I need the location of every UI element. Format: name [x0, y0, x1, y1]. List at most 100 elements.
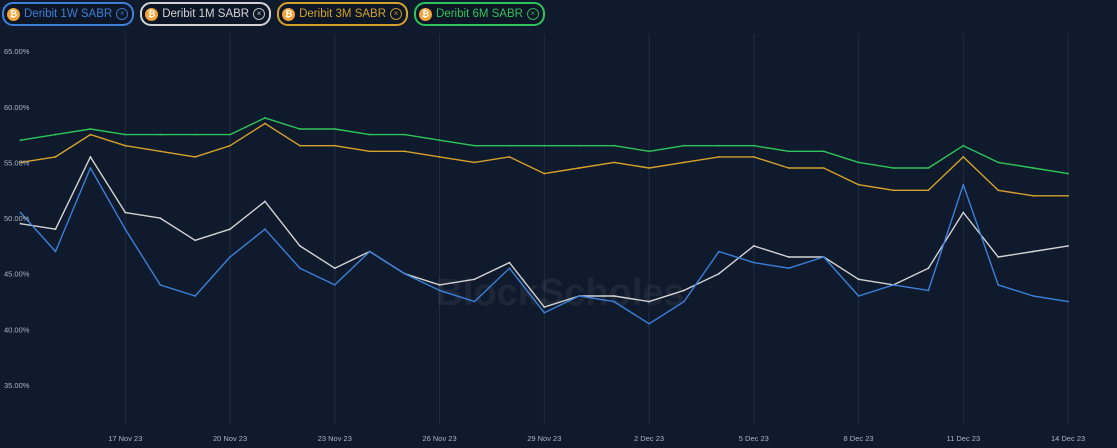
series-2-point — [299, 245, 301, 247]
series-1-point — [124, 228, 127, 231]
series-1-point — [194, 295, 197, 297]
series-4-point — [89, 128, 92, 130]
series-3-point — [229, 144, 231, 147]
series-2-point — [124, 211, 127, 214]
close-icon[interactable]: × — [116, 8, 129, 20]
series-1-point — [333, 284, 336, 286]
series-4-point — [403, 133, 406, 136]
series-3-point — [892, 189, 895, 192]
series-1-point — [19, 211, 22, 214]
series-4-point — [299, 128, 301, 130]
series-1-point — [438, 289, 441, 292]
x-tick-label: 11 Dec 23 — [947, 434, 981, 443]
series-1-point — [229, 256, 231, 258]
series-3-point — [333, 144, 336, 147]
legend-item-1[interactable]: ₿ Deribit 1W SABR × — [2, 2, 135, 26]
series-4-point — [578, 144, 581, 147]
series-1-point — [578, 295, 581, 297]
series-2-point — [159, 217, 162, 220]
x-tick-label: 26 Nov 23 — [422, 434, 456, 443]
legend: ₿ Deribit 1W SABR × ₿ Deribit 1M SABR × ₿ Derib… — [2, 2, 545, 26]
series-1-point — [1067, 300, 1069, 303]
series-2-point — [1067, 245, 1069, 247]
series-lines — [19, 117, 1069, 325]
series-1-point — [403, 272, 406, 275]
bitcoin-icon: ₿ — [7, 7, 20, 21]
series-3-point — [997, 189, 1000, 192]
bitcoin-icon: ₿ — [419, 7, 433, 21]
series-1-point — [543, 311, 546, 314]
series-2-point — [648, 300, 650, 303]
series-4-point — [752, 144, 755, 147]
series-3-point — [752, 156, 755, 158]
series-3-point — [543, 172, 546, 175]
series-1-point — [892, 284, 895, 286]
series-2-point — [752, 245, 755, 247]
series-1-point — [787, 267, 790, 270]
legend-item-4[interactable]: ₿ Deribit 6M SABR × — [414, 2, 545, 26]
series-2-point — [997, 256, 1000, 258]
legend-label: Deribit 1M SABR — [162, 8, 250, 20]
series-4-point — [124, 133, 127, 136]
series-4-point — [54, 133, 57, 136]
series-2-point — [787, 256, 790, 258]
legend-label: Deribit 1W SABR — [24, 8, 113, 20]
series-4-point — [787, 150, 790, 153]
close-icon[interactable]: × — [253, 8, 266, 20]
series-1-point — [752, 261, 755, 264]
legend-item-2[interactable]: ₿ Deribit 1M SABR × — [140, 2, 272, 26]
close-icon[interactable]: × — [526, 8, 539, 20]
y-tick-label: 35.00% — [4, 381, 30, 390]
series-4-point — [159, 133, 162, 136]
series-4-point — [438, 139, 441, 142]
close-icon[interactable]: × — [390, 8, 403, 20]
series-2-point — [683, 289, 685, 292]
series-3-point — [19, 161, 22, 164]
series-3-point — [718, 156, 720, 158]
series-4-point — [857, 161, 860, 164]
series-1-point — [613, 300, 615, 303]
y-tick-label: 50.00% — [4, 214, 30, 223]
series-3-point — [927, 189, 930, 192]
series-3-point — [578, 167, 581, 169]
series-1-point — [299, 267, 301, 270]
series-2-point — [473, 278, 476, 281]
y-tick-label: 65.00% — [4, 47, 30, 56]
x-tick-label: 8 Dec 23 — [844, 434, 874, 443]
series-1-point — [962, 183, 965, 186]
series-4-point — [613, 144, 615, 147]
y-tick-label: 40.00% — [4, 325, 30, 334]
series-4-point — [1032, 167, 1035, 169]
y-tick-label: 45.00% — [4, 270, 30, 279]
series-4-point — [962, 144, 965, 147]
series-3-point — [194, 156, 197, 158]
series-4-point — [229, 133, 231, 136]
bitcoin-icon: ₿ — [145, 7, 159, 21]
series-2-point — [229, 228, 231, 231]
x-tick-label: 14 Dec 23 — [1051, 434, 1085, 443]
series-3-point — [368, 150, 371, 153]
series-1-point — [997, 284, 1000, 286]
x-tick-label: 29 Nov 23 — [527, 434, 561, 443]
legend-item-3[interactable]: ₿ Deribit 3M SABR × — [277, 2, 409, 26]
series-2-point — [543, 306, 546, 308]
series-4-point — [368, 133, 371, 136]
series-2-point — [333, 267, 336, 270]
series-2-point — [438, 284, 441, 286]
series-4-point — [648, 150, 650, 153]
series-1-point — [159, 284, 162, 286]
series-2-point — [89, 156, 92, 158]
series-1-point — [54, 250, 57, 253]
x-tick-labels: 17 Nov 23 20 Nov 23 23 Nov 23 26 Nov 23 29 N… — [108, 434, 1085, 443]
series-3-point — [264, 122, 266, 125]
series-1-point — [264, 228, 266, 231]
series-3-point — [822, 167, 825, 169]
series-3-point — [299, 144, 301, 147]
series-2-point — [19, 222, 22, 225]
series-3-point — [89, 133, 92, 136]
series-3-point — [1032, 194, 1035, 197]
series-4-point — [264, 117, 266, 119]
series-3-point — [648, 167, 650, 169]
series-1-point — [927, 289, 930, 292]
